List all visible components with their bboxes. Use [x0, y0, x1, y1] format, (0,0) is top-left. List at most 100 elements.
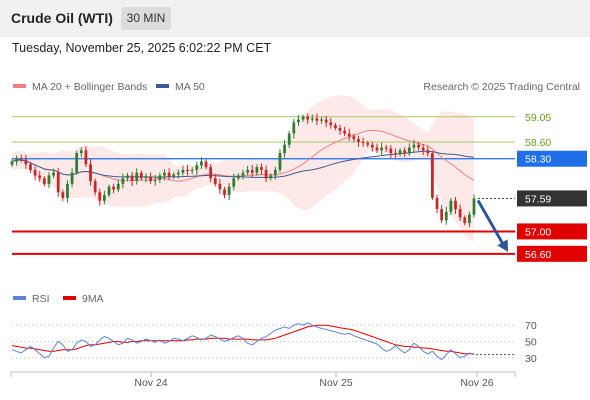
candle-body: [186, 169, 189, 172]
candle-body: [463, 217, 467, 224]
candle-body: [380, 147, 383, 151]
rsi-line: [11, 322, 475, 361]
ma50-legend-label: MA 50: [175, 81, 205, 93]
candle-body: [144, 176, 148, 179]
ma20-legend-label: MA 20 + Bollinger Bands: [32, 81, 147, 93]
candle-body: [301, 116, 305, 120]
candle-body: [241, 172, 245, 176]
candle-body: [47, 175, 51, 184]
candle-body: [366, 143, 370, 145]
candle-body: [163, 172, 166, 176]
candle-body: [223, 189, 226, 196]
candle-body: [79, 150, 83, 154]
candle-body: [449, 200, 453, 212]
pivot-tag: [517, 150, 587, 167]
candle-body: [407, 147, 411, 154]
support-tag: [517, 245, 587, 262]
rsi-tick-label: 70: [525, 320, 537, 332]
candle-body: [66, 183, 69, 198]
rsi-legend-label: RSI: [32, 293, 50, 305]
resistance-label: 59.05: [525, 112, 551, 124]
copyright-text: Research © 2025 Trading Central: [423, 81, 580, 93]
bollinger-band: [12, 95, 474, 242]
candle-body: [167, 172, 171, 177]
candle-body: [232, 178, 236, 187]
candle-body: [426, 150, 430, 154]
candle-body: [260, 167, 263, 170]
candle-body: [24, 159, 28, 165]
candle-body: [112, 186, 116, 190]
candle-body: [29, 164, 32, 170]
candle-body: [287, 133, 291, 145]
candle-body: [310, 118, 314, 120]
candle-body: [107, 186, 111, 196]
rsi-ma-legend-label: 9MA: [82, 293, 104, 305]
candle-body: [352, 136, 356, 140]
candle-body: [417, 144, 420, 148]
candle-body: [139, 172, 143, 179]
candle-body: [89, 164, 92, 182]
candle-body: [93, 181, 97, 193]
candle-body: [467, 214, 471, 224]
candle-body: [116, 183, 120, 190]
candle-body: [236, 175, 240, 179]
ma20-legend-swatch: [13, 84, 26, 88]
candle-body: [98, 192, 102, 201]
candle-body: [444, 211, 448, 221]
candle-body: [347, 133, 351, 137]
candle-body: [357, 139, 360, 142]
candle-body: [440, 209, 444, 221]
support-value: 57.00: [525, 226, 551, 238]
candle-body: [384, 147, 388, 149]
candle-body: [297, 119, 300, 123]
candle-body: [264, 169, 268, 179]
candle-body: [273, 169, 277, 176]
candle-body: [56, 172, 60, 193]
candle-body: [292, 122, 296, 134]
candle-body: [250, 169, 254, 173]
last-price-tag: [517, 190, 587, 207]
candle-body: [176, 172, 180, 175]
candle-body: [84, 150, 88, 165]
candle-body: [278, 153, 282, 170]
candle-body: [126, 175, 129, 179]
candle-body: [158, 175, 162, 180]
candle-body: [403, 150, 407, 154]
candle-body: [19, 158, 23, 160]
candle-body: [283, 144, 286, 154]
instrument-title: Crude Oil (WTI): [11, 10, 113, 26]
rsi-legend-swatch: [13, 296, 26, 300]
pivot-value: 58.30: [525, 154, 551, 166]
x-tick-label: Nov 25: [319, 377, 352, 389]
last-price-value: 57.59: [525, 193, 551, 205]
candle-body: [255, 167, 259, 173]
candle-body: [412, 144, 416, 148]
candle-body: [315, 118, 319, 121]
candle-body: [213, 178, 217, 184]
candle-body: [338, 127, 342, 131]
chart-timestamp: Tuesday, November 25, 2025 6:02:22 PM CE…: [12, 41, 272, 55]
candle-body: [218, 183, 222, 190]
candle-body: [149, 176, 152, 182]
candle-body: [42, 178, 46, 184]
candle-body: [121, 178, 125, 184]
ma50-legend-swatch: [156, 84, 169, 88]
candle-body: [33, 169, 37, 176]
candle-body: [334, 125, 337, 128]
candle-body: [329, 122, 333, 126]
candle-body: [190, 169, 194, 172]
candle-body: [52, 172, 55, 176]
support-tag: [517, 223, 587, 240]
timeframe-button[interactable]: 30 MIN: [121, 7, 171, 30]
candle-body: [172, 174, 176, 177]
candle-body: [195, 165, 199, 170]
support-value: 56.60: [525, 249, 551, 261]
forecast-arrow-shaft: [476, 199, 506, 247]
candle-body: [421, 147, 425, 151]
candle-body: [181, 169, 185, 173]
candle-body: [200, 161, 203, 166]
rsi-tick-label: 50: [525, 337, 537, 349]
candle-body: [370, 144, 374, 148]
candle-body: [454, 200, 457, 210]
